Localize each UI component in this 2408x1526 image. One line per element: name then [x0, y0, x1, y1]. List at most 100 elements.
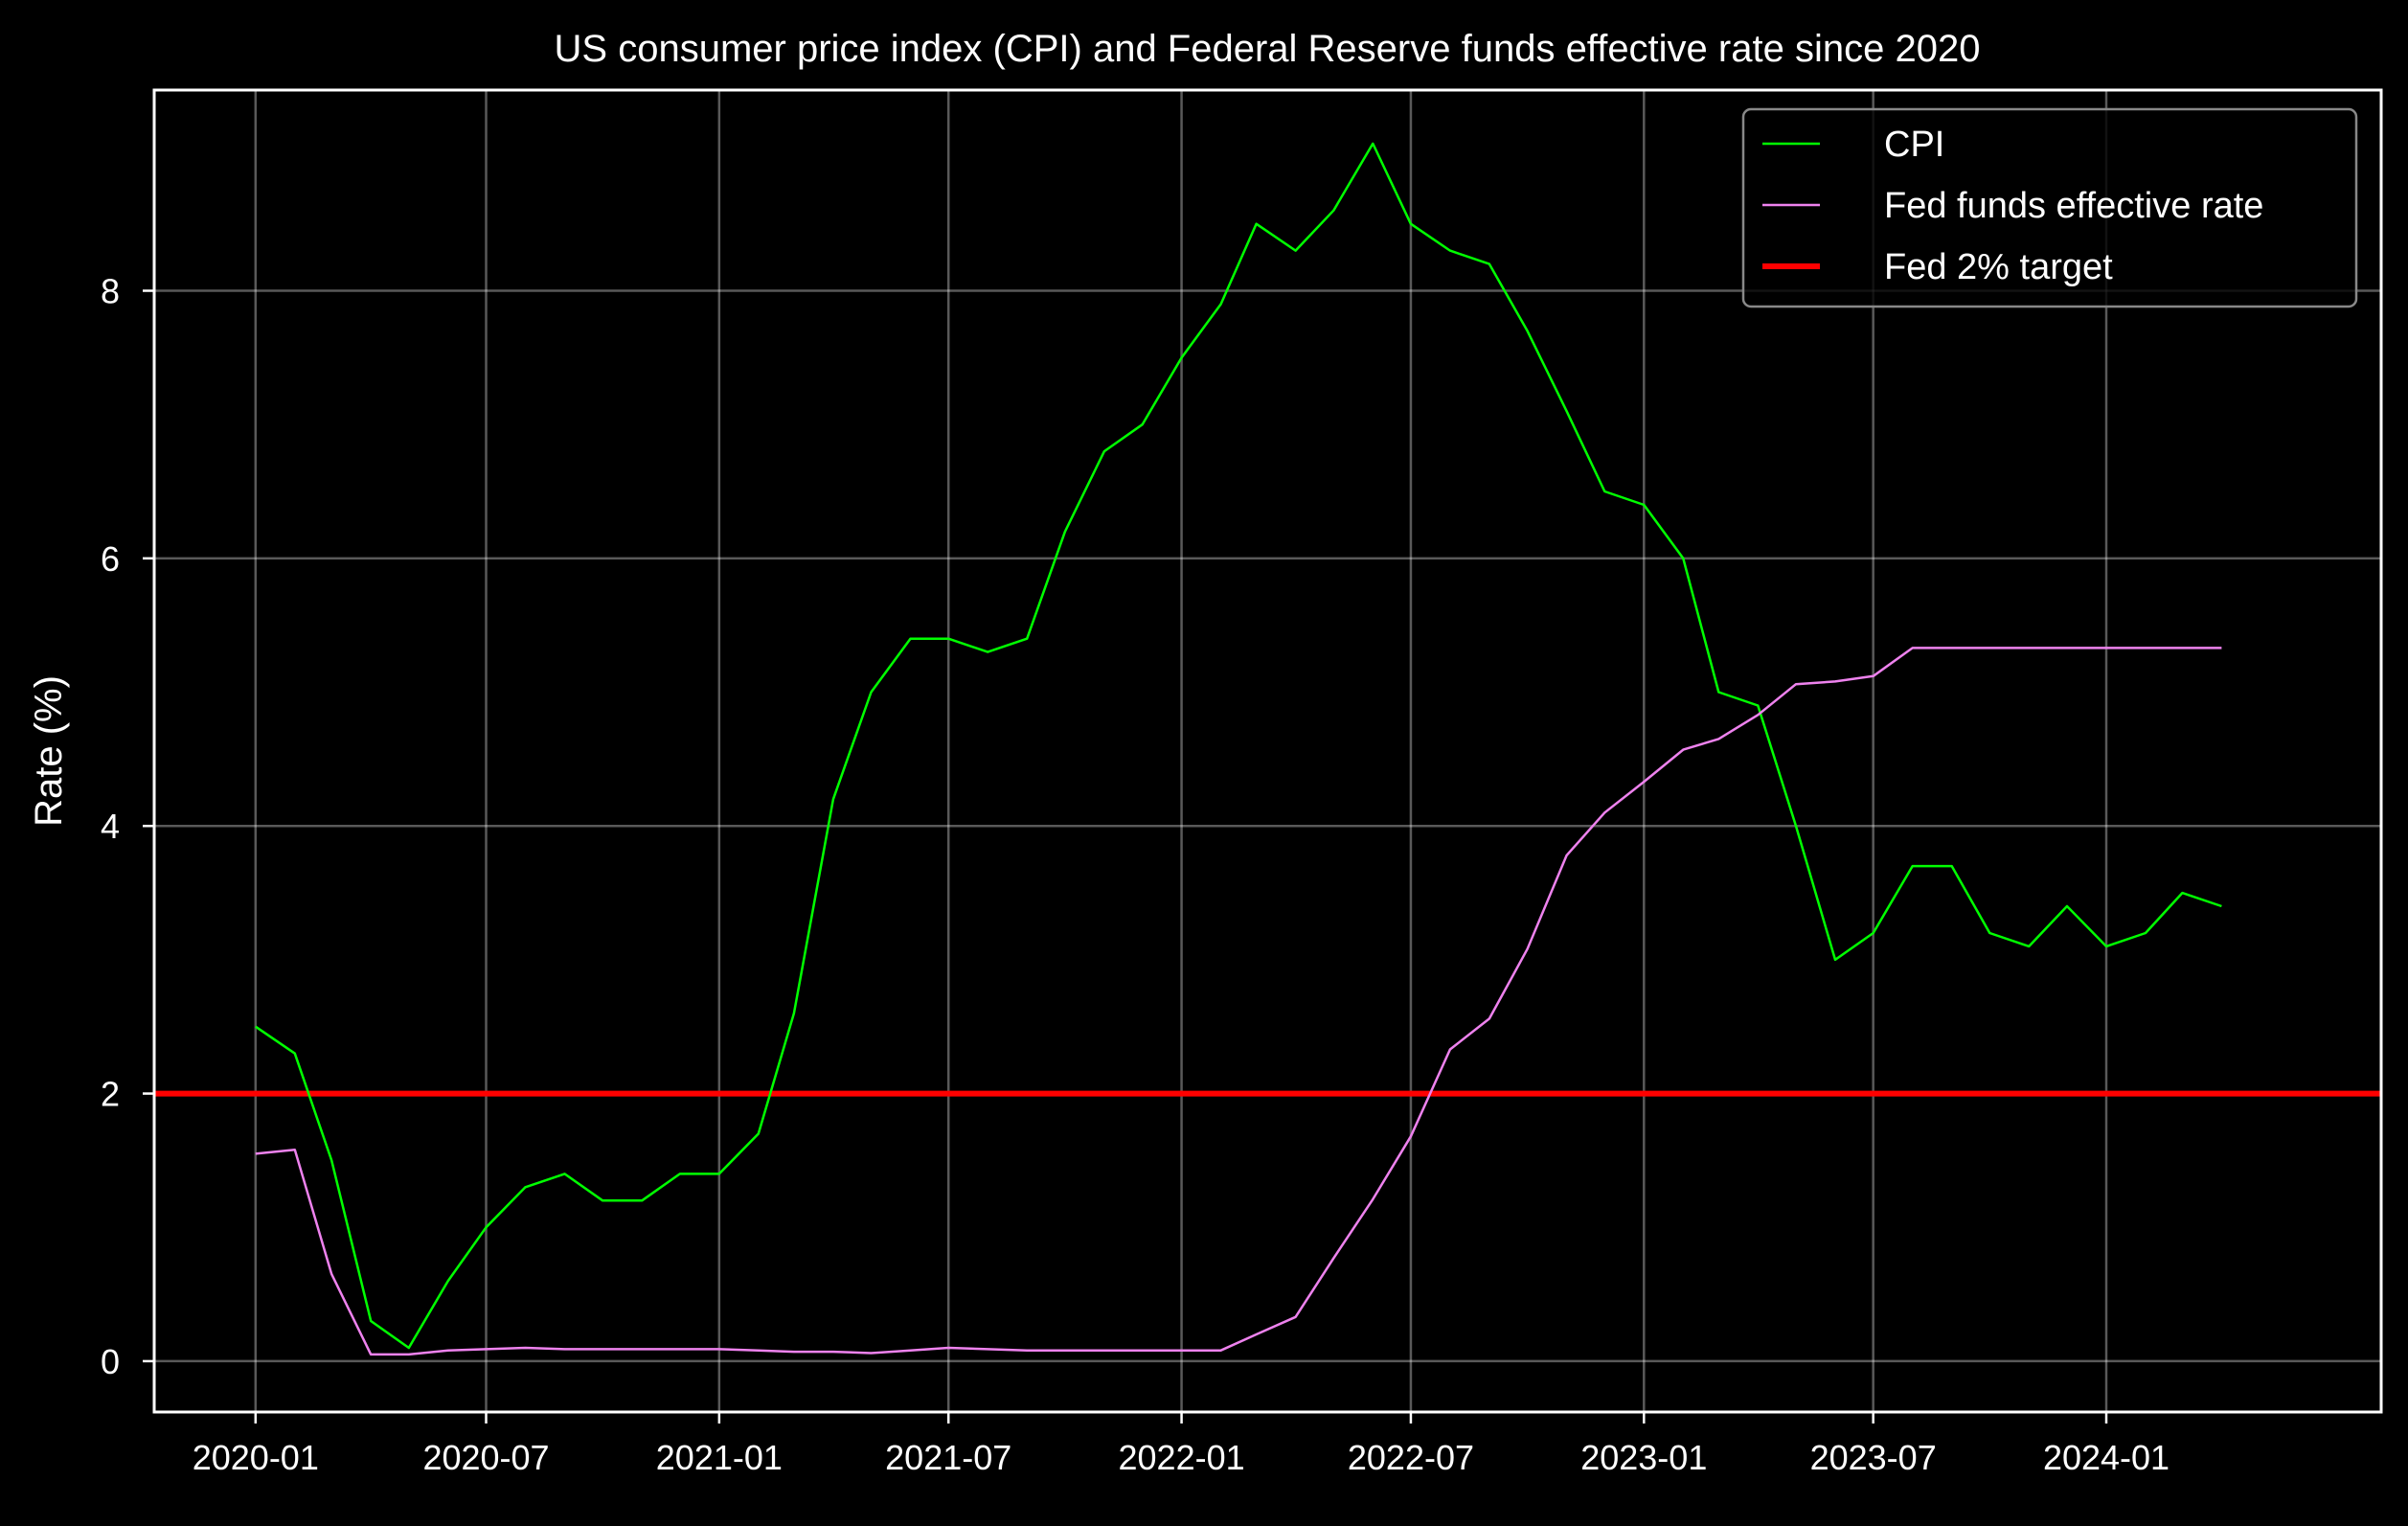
- data-point-cpi-2022-03: [1255, 222, 1257, 224]
- data-point-cpi-2020-02: [294, 1052, 296, 1054]
- data-point-fed-funds-effective-rate-2023-03: [1717, 738, 1719, 740]
- data-point-cpi-2022-02: [1219, 303, 1221, 305]
- x-tick-label-2020-01: 2020-01: [193, 1438, 319, 1477]
- data-point-fed-funds-effective-rate-2020-01: [255, 1152, 257, 1154]
- data-point-cpi-2022-06: [1372, 143, 1374, 145]
- data-point-fed-funds-effective-rate-2023-08: [1911, 647, 1913, 649]
- data-point-fed-funds-effective-rate-2022-10: [1526, 948, 1528, 950]
- data-point-cpi-2022-09: [1488, 262, 1490, 264]
- data-point-cpi-2021-07: [947, 637, 949, 639]
- data-point-fed-funds-effective-rate-2020-09: [563, 1348, 565, 1350]
- data-point-cpi-2022-10: [1526, 330, 1528, 331]
- data-point-cpi-2023-09: [1950, 865, 1952, 867]
- data-point-cpi-2024-01: [2105, 945, 2107, 947]
- legend: CPI Fed funds effective rate Fed 2% targ…: [1741, 107, 2358, 308]
- data-point-cpi-2021-03: [793, 1013, 795, 1014]
- data-point-fed-funds-effective-rate-2020-11: [641, 1348, 643, 1350]
- data-point-cpi-2023-07: [1872, 932, 1874, 934]
- data-point-fed-funds-effective-rate-2021-05: [870, 1352, 872, 1354]
- data-point-fed-funds-effective-rate-2023-01: [1643, 781, 1645, 783]
- data-point-cpi-2023-04: [1757, 704, 1759, 706]
- series-layer: [255, 142, 2222, 1356]
- data-point-cpi-2022-08: [1449, 249, 1451, 251]
- data-point-cpi-2024-04: [2220, 905, 2222, 907]
- x-tick-label-2023-01: 2023-01: [1580, 1438, 1707, 1477]
- tick-layer: 2020-01 2020-07 2021-01 2021-07 2022-01 2022-…: [101, 272, 2169, 1477]
- data-point-fed-funds-effective-rate-2021-02: [758, 1350, 760, 1352]
- data-point-cpi-2020-03: [330, 1159, 332, 1161]
- data-point-fed-funds-effective-rate-2021-06: [909, 1350, 911, 1352]
- y-tick-label-4: 4: [101, 807, 120, 846]
- y-axis-label: Rate (%): [28, 675, 70, 827]
- data-point-cpi-2021-05: [870, 691, 872, 693]
- data-point-cpi-2022-11: [1565, 410, 1567, 412]
- data-point-fed-funds-effective-rate-2020-07: [485, 1348, 487, 1350]
- data-point-cpi-2021-10: [1064, 531, 1066, 533]
- data-point-cpi-2023-05: [1795, 825, 1797, 827]
- data-point-fed-funds-effective-rate-2022-09: [1488, 1017, 1490, 1019]
- data-point-fed-funds-effective-rate-2023-11: [2028, 647, 2030, 649]
- data-point-fed-funds-effective-rate-2024-04: [2220, 647, 2222, 649]
- data-point-cpi-2020-01: [255, 1026, 257, 1028]
- data-point-cpi-2023-08: [1911, 865, 1913, 867]
- data-point-cpi-2022-12: [1603, 490, 1605, 492]
- data-point-fed-funds-effective-rate-2021-01: [718, 1348, 720, 1350]
- data-point-fed-funds-effective-rate-2023-06: [1834, 680, 1836, 682]
- data-point-cpi-2020-08: [524, 1186, 526, 1188]
- data-point-cpi-2023-10: [1988, 932, 1990, 934]
- data-point-fed-funds-effective-rate-2022-01: [1180, 1350, 1182, 1352]
- data-point-fed-funds-effective-rate-2022-11: [1565, 854, 1567, 856]
- data-point-fed-funds-effective-rate-2022-08: [1449, 1048, 1451, 1050]
- legend-label-cpi: CPI: [1884, 125, 1944, 165]
- data-point-fed-funds-effective-rate-2020-08: [524, 1347, 526, 1349]
- x-tick-label-2023-07: 2023-07: [1810, 1438, 1937, 1477]
- data-point-fed-funds-effective-rate-2020-03: [330, 1273, 332, 1275]
- data-point-cpi-2020-09: [563, 1173, 565, 1174]
- chart-title: US consumer price index (CPI) and Federa…: [555, 28, 1981, 70]
- data-point-cpi-2023-12: [2066, 905, 2068, 907]
- data-point-fed-funds-effective-rate-2023-12: [2066, 647, 2068, 649]
- y-tick-label-6: 6: [101, 539, 120, 579]
- data-point-cpi-2023-01: [1643, 504, 1645, 506]
- data-point-cpi-2024-03: [2181, 892, 2183, 894]
- data-point-fed-funds-effective-rate-2021-04: [832, 1351, 834, 1353]
- data-point-cpi-2023-11: [2028, 945, 2030, 947]
- data-point-cpi-2021-04: [832, 798, 834, 800]
- data-point-fed-funds-effective-rate-2021-11: [1103, 1350, 1105, 1352]
- x-tick-label-2022-07: 2022-07: [1348, 1438, 1474, 1477]
- data-point-cpi-2021-12: [1141, 423, 1143, 425]
- x-tick-label-2020-07: 2020-07: [422, 1438, 549, 1477]
- data-point-fed-funds-effective-rate-2020-02: [294, 1149, 296, 1150]
- x-tick-label-2022-01: 2022-01: [1119, 1438, 1245, 1477]
- data-point-cpi-2020-05: [408, 1347, 410, 1349]
- data-point-cpi-2020-10: [602, 1199, 603, 1201]
- x-tick-label-2021-07: 2021-07: [885, 1438, 1011, 1477]
- data-point-cpi-2023-06: [1834, 959, 1836, 961]
- data-point-cpi-2020-12: [679, 1173, 681, 1174]
- data-point-fed-funds-effective-rate-2024-03: [2181, 647, 2183, 649]
- data-point-cpi-2021-02: [758, 1132, 760, 1134]
- data-point-cpi-2022-07: [1410, 222, 1412, 224]
- data-point-cpi-2022-05: [1332, 210, 1334, 212]
- data-point-cpi-2022-04: [1294, 249, 1296, 251]
- data-point-fed-funds-effective-rate-2021-03: [793, 1351, 795, 1353]
- data-point-cpi-2023-03: [1717, 691, 1719, 693]
- data-point-cpi-2023-02: [1682, 558, 1684, 559]
- data-point-fed-funds-effective-rate-2022-06: [1372, 1198, 1374, 1200]
- data-point-cpi-2020-11: [641, 1199, 643, 1201]
- data-point-cpi-2024-02: [2145, 932, 2147, 934]
- series-line-cpi: [255, 142, 2222, 1350]
- data-point-fed-funds-effective-rate-2024-01: [2105, 647, 2107, 649]
- data-point-fed-funds-effective-rate-2023-02: [1682, 748, 1684, 750]
- data-point-fed-funds-effective-rate-2023-10: [1988, 647, 1990, 649]
- x-tick-label-2021-01: 2021-01: [656, 1438, 783, 1477]
- data-point-cpi-2020-06: [447, 1280, 449, 1282]
- data-point-fed-funds-effective-rate-2021-07: [947, 1347, 949, 1349]
- data-point-cpi-2022-01: [1180, 356, 1182, 358]
- x-tick-label-2024-01: 2024-01: [2043, 1438, 2169, 1477]
- data-point-cpi-2021-06: [909, 637, 911, 639]
- data-point-fed-funds-effective-rate-2022-07: [1410, 1135, 1412, 1137]
- data-point-cpi-2021-09: [1026, 637, 1028, 639]
- data-point-fed-funds-effective-rate-2023-04: [1757, 714, 1759, 716]
- data-point-fed-funds-effective-rate-2021-08: [987, 1348, 988, 1350]
